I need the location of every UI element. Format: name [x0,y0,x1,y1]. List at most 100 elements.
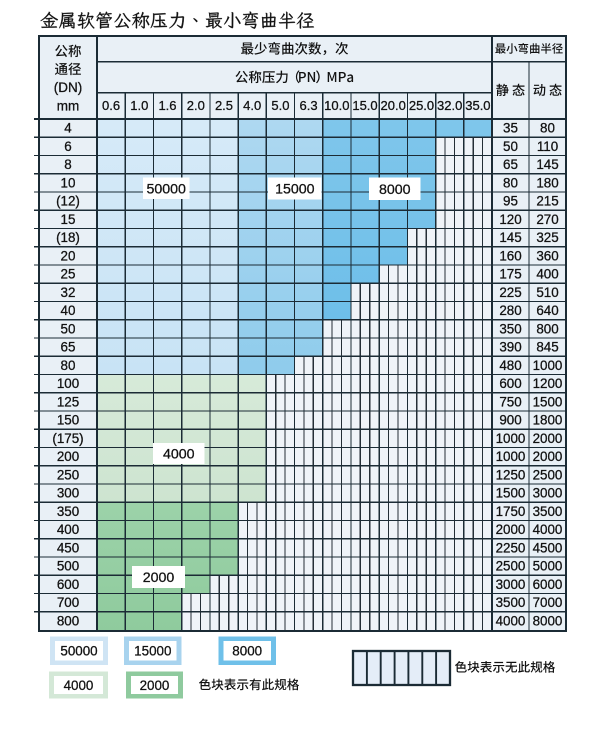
svg-text:100: 100 [57,376,79,391]
svg-text:8000: 8000 [379,182,411,198]
svg-text:600: 600 [499,376,521,391]
svg-text:225: 225 [499,285,521,300]
svg-text:2500: 2500 [533,467,563,482]
svg-text:65: 65 [503,157,518,172]
svg-text:50000: 50000 [60,644,97,659]
svg-text:(12): (12) [56,194,80,209]
svg-text:160: 160 [499,248,521,263]
svg-text:1200: 1200 [533,376,563,391]
svg-text:15000: 15000 [134,644,171,659]
svg-text:1750: 1750 [496,504,526,519]
svg-text:(18): (18) [56,230,80,245]
svg-text:32: 32 [61,285,76,300]
svg-text:1000: 1000 [533,358,563,373]
svg-text:40: 40 [61,303,76,318]
svg-text:20.0: 20.0 [381,98,406,113]
svg-text:65: 65 [61,340,76,355]
svg-text:95: 95 [503,194,518,209]
svg-text:6.3: 6.3 [300,98,318,113]
svg-text:215: 215 [536,194,558,209]
svg-text:32.0: 32.0 [437,98,462,113]
svg-text:145: 145 [499,230,521,245]
svg-text:3500: 3500 [496,595,526,610]
svg-text:1.0: 1.0 [130,98,148,113]
svg-text:510: 510 [536,285,558,300]
svg-text:50000: 50000 [146,181,186,197]
svg-text:20: 20 [61,248,76,263]
svg-text:1500: 1500 [533,394,563,409]
svg-text:4500: 4500 [533,540,563,555]
svg-text:2250: 2250 [496,540,526,555]
svg-text:300: 300 [57,486,79,501]
svg-text:400: 400 [57,522,79,537]
svg-text:480: 480 [499,358,521,373]
svg-text:35: 35 [503,121,518,136]
svg-text:50: 50 [503,139,518,154]
svg-text:5.0: 5.0 [271,98,289,113]
svg-text:390: 390 [499,340,521,355]
svg-text:8: 8 [64,157,71,172]
svg-text:4.0: 4.0 [243,98,261,113]
svg-text:1000: 1000 [496,449,526,464]
svg-text:25.0: 25.0 [409,98,434,113]
svg-text:80: 80 [503,175,518,190]
svg-text:1250: 1250 [496,467,526,482]
svg-text:350: 350 [57,504,79,519]
svg-text:145: 145 [536,157,558,172]
svg-text:4000: 4000 [496,613,526,628]
svg-text:2000: 2000 [496,522,526,537]
svg-text:360: 360 [536,248,558,263]
svg-text:4000: 4000 [64,678,94,693]
svg-text:1800: 1800 [533,413,563,428]
svg-text:4000: 4000 [533,522,563,537]
svg-text:800: 800 [536,321,558,336]
svg-text:250: 250 [57,467,79,482]
svg-text:2000: 2000 [533,449,563,464]
svg-text:845: 845 [536,340,558,355]
svg-text:3500: 3500 [533,504,563,519]
svg-text:700: 700 [57,595,79,610]
svg-text:6: 6 [64,139,71,154]
svg-text:35.0: 35.0 [465,98,490,113]
svg-text:7000: 7000 [533,595,563,610]
svg-text:2000: 2000 [533,431,563,446]
svg-text:8000: 8000 [232,644,262,659]
svg-text:80: 80 [540,121,555,136]
svg-text:4: 4 [64,121,72,136]
svg-text:2000: 2000 [143,570,175,586]
svg-text:150: 150 [57,413,79,428]
svg-text:400: 400 [536,267,558,282]
svg-text:8000: 8000 [533,613,563,628]
svg-text:0.6: 0.6 [102,98,120,113]
svg-text:750: 750 [499,394,521,409]
svg-text:15000: 15000 [275,182,315,198]
svg-text:110: 110 [537,139,558,154]
svg-text:3000: 3000 [496,577,526,592]
svg-text:3000: 3000 [533,486,563,501]
svg-text:50: 50 [61,321,76,336]
svg-text:5000: 5000 [533,559,563,574]
svg-text:6000: 6000 [533,577,563,592]
svg-text:1.6: 1.6 [158,98,176,113]
svg-text:2500: 2500 [496,559,526,574]
svg-text:(DN): (DN) [54,80,83,95]
svg-text:15.0: 15.0 [352,98,377,113]
svg-text:350: 350 [499,321,521,336]
svg-text:200: 200 [57,449,79,464]
svg-text:640: 640 [536,303,558,318]
svg-text:600: 600 [57,577,79,592]
svg-text:2.5: 2.5 [215,98,233,113]
svg-text:175: 175 [499,267,521,282]
svg-text:(175): (175) [52,431,83,446]
svg-text:2.0: 2.0 [187,98,205,113]
svg-text:25: 25 [61,267,76,282]
svg-text:500: 500 [57,559,79,574]
svg-text:2000: 2000 [140,678,170,693]
svg-text:900: 900 [499,413,521,428]
svg-text:1000: 1000 [496,431,526,446]
svg-text:270: 270 [536,212,558,227]
svg-text:125: 125 [57,394,79,409]
svg-text:1500: 1500 [496,486,526,501]
svg-text:800: 800 [57,613,79,628]
svg-text:180: 180 [536,175,558,190]
